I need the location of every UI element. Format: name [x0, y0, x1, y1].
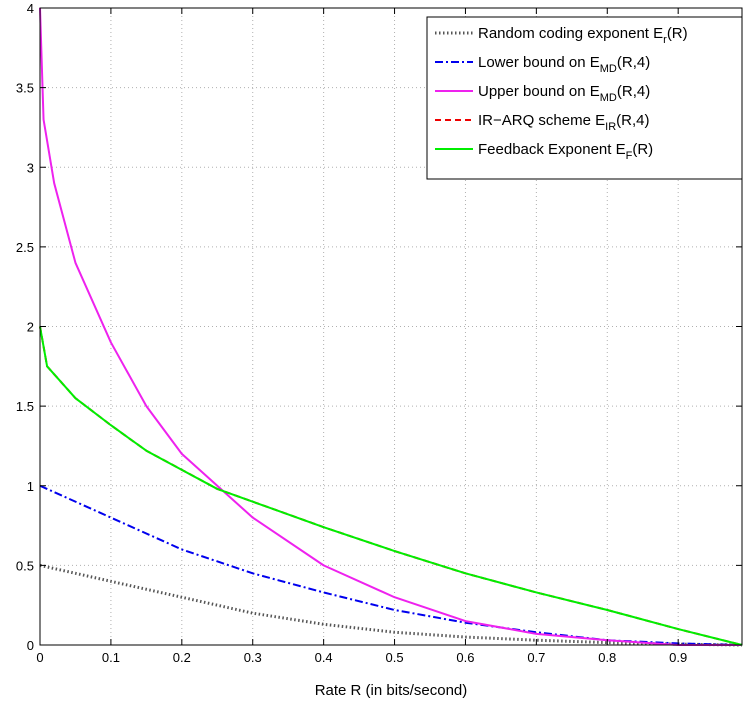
- legend-label-0: Random coding exponent Er(R): [478, 25, 688, 46]
- y-tick-label: 1.5: [16, 399, 34, 414]
- y-tick-label: 4: [27, 1, 34, 16]
- x-tick-label: 0.8: [598, 650, 616, 665]
- series-lines: [39, 7, 743, 647]
- x-axis-title: Rate R (in bits/second): [315, 682, 468, 699]
- x-tick-label: 0.2: [173, 650, 191, 665]
- series-line-0: [39, 563, 743, 647]
- legend-label-tail: (R,4): [616, 112, 649, 129]
- x-tick-label: 0.1: [102, 650, 120, 665]
- x-tick-label: 0.4: [315, 650, 333, 665]
- legend-label-main: Lower bound on E: [478, 54, 600, 71]
- legend-label-subscript: F: [626, 150, 633, 162]
- legend-label-subscript: IR: [605, 121, 616, 133]
- y-tick-label: 1: [27, 479, 34, 494]
- legend-label-tail: (R,4): [617, 54, 650, 71]
- series-line-2: [39, 7, 742, 646]
- y-tick-label: 0.5: [16, 558, 34, 573]
- legend: Random coding exponent Er(R)Lower bound …: [426, 16, 743, 180]
- legend-label-main: Feedback Exponent E: [478, 141, 626, 158]
- legend-label-tail: (R): [667, 25, 688, 42]
- x-tick-label: 0.3: [244, 650, 262, 665]
- legend-label-1: Lower bound on EMD(R,4): [478, 54, 650, 75]
- legend-label-tail: (R): [632, 141, 653, 158]
- y-tick-label: 0: [27, 638, 34, 653]
- y-tick-label: 3: [27, 160, 34, 175]
- legend-label-main: IR−ARQ scheme E: [478, 112, 605, 129]
- x-tick-label: 0.7: [527, 650, 545, 665]
- x-axis-ticks: 0 0.1 0.2 0.3 0.4 0.5 0.6 0.7 0.8 0.9: [36, 8, 687, 665]
- y-tick-label: 3.5: [16, 81, 34, 96]
- y-tick-label: 2.5: [16, 240, 34, 255]
- x-tick-label: 0.9: [669, 650, 687, 665]
- y-tick-label: 2: [27, 320, 34, 335]
- legend-label-tail: (R,4): [617, 83, 650, 100]
- x-tick-label: 0: [36, 650, 43, 665]
- legend-label-subscript: MD: [600, 63, 617, 75]
- legend-label-subscript: r: [663, 34, 667, 46]
- x-tick-label: 0.5: [386, 650, 404, 665]
- legend-label-2: Upper bound on EMD(R,4): [478, 83, 650, 104]
- legend-label-4: Feedback Exponent EF(R): [478, 141, 653, 162]
- x-tick-label: 0.6: [456, 650, 474, 665]
- legend-label-3: IR−ARQ scheme EIR(R,4): [478, 112, 649, 133]
- legend-label-subscript: MD: [600, 92, 617, 104]
- series-line-4: [39, 326, 743, 646]
- legend-label-main: Upper bound on E: [478, 83, 600, 100]
- legend-box: [426, 16, 743, 180]
- y-axis-ticks: 0 0.5 1 1.5 2 2.5 3 3.5 4: [16, 1, 742, 653]
- legend-label-main: Random coding exponent E: [478, 25, 663, 42]
